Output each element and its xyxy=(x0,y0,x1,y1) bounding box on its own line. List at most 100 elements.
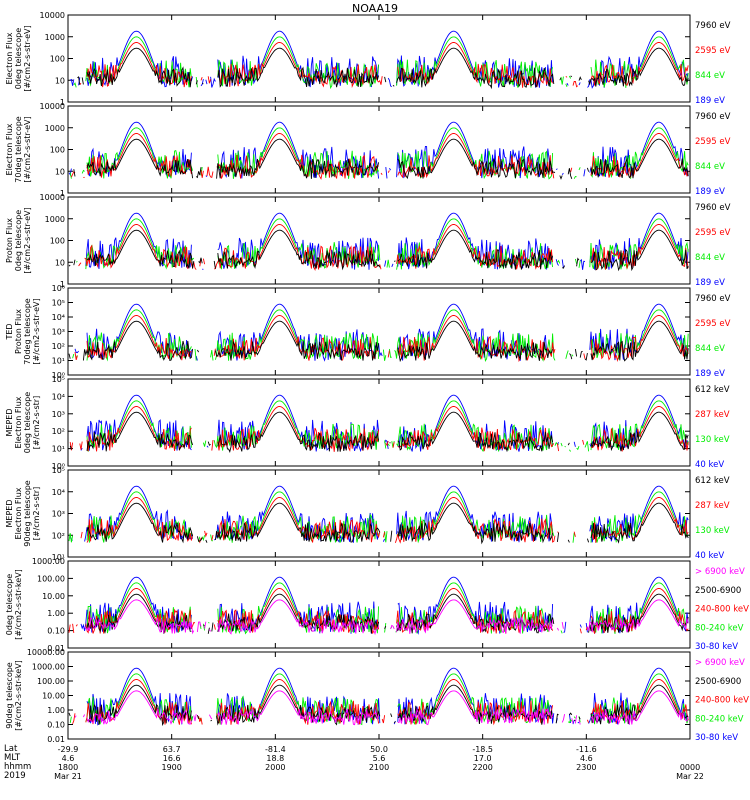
data-series-black xyxy=(214,502,381,543)
data-series-black xyxy=(86,47,192,88)
ytick-label: 10⁰ xyxy=(52,462,65,471)
footer-value: 2200 xyxy=(472,763,492,772)
legend-entry: 844 eV xyxy=(695,162,725,172)
data-series-black xyxy=(397,138,556,180)
data-series-red xyxy=(198,716,203,725)
legend-entry: 844 eV xyxy=(695,344,725,354)
y-axis-label: Electron Flux xyxy=(5,32,14,84)
footer-value: 4.6 xyxy=(580,754,593,763)
data-series-black xyxy=(390,530,393,542)
data-series-black xyxy=(205,539,208,543)
data-series-red xyxy=(72,623,75,633)
ytick-label: 10000 xyxy=(40,11,65,20)
data-series-black xyxy=(211,622,214,632)
data-series-red xyxy=(397,406,555,452)
data-series-black xyxy=(69,445,72,450)
data-series-green xyxy=(584,441,590,452)
data-series-green xyxy=(201,535,206,542)
data-series-black xyxy=(214,320,380,361)
data-series-blue xyxy=(205,175,208,177)
ytick-label: 1000 xyxy=(45,215,65,224)
y-axis-label: [#/cm2-s-str-eV] xyxy=(23,116,32,182)
y-axis-label: 0deg telescope xyxy=(14,210,23,271)
data-series-black xyxy=(573,719,576,722)
footer-value: -81.4 xyxy=(265,745,286,754)
data-series-black xyxy=(556,532,560,542)
data-series-magenta xyxy=(574,715,578,724)
y-axis-label: [#/cm2-s-str-keV] xyxy=(14,660,23,731)
data-series-black xyxy=(81,77,84,85)
ytick-label: 10¹ xyxy=(52,445,65,454)
footer-value: 18.8 xyxy=(266,754,284,763)
data-series-black xyxy=(384,626,387,629)
data-series-black xyxy=(217,229,381,271)
data-series-green xyxy=(590,127,689,179)
data-series-red xyxy=(565,76,568,78)
data-series-red xyxy=(72,713,76,725)
data-series-green xyxy=(194,348,197,361)
data-series-red xyxy=(590,497,689,543)
data-series-red xyxy=(586,719,590,723)
data-series-magenta xyxy=(397,690,554,726)
data-series-red xyxy=(68,624,71,633)
data-series-black xyxy=(217,47,380,88)
ytick-label: 1 xyxy=(60,98,65,107)
data-series-black xyxy=(213,260,216,269)
y-axis-label: Proton Flux xyxy=(5,218,14,263)
ytick-label: 1000.00 xyxy=(32,557,65,566)
data-series-red xyxy=(387,170,390,173)
data-series-red xyxy=(211,440,214,451)
data-series-magenta xyxy=(217,690,380,726)
data-series-green xyxy=(560,76,564,85)
ytick-label: 10⁴ xyxy=(52,488,65,497)
data-series-green xyxy=(382,349,387,361)
data-series-blue xyxy=(579,624,582,628)
data-series-blue xyxy=(572,720,575,725)
ytick-label: 1 xyxy=(60,189,65,198)
footer-lat-label: Lat xyxy=(4,744,18,754)
legend-entry: 844 eV xyxy=(695,253,725,263)
data-series-black xyxy=(86,138,194,179)
data-series-green xyxy=(85,36,192,88)
y-axis-label: 90deg telescope xyxy=(23,480,32,547)
data-series-magenta xyxy=(86,690,192,725)
y-axis-label: Proton Flux xyxy=(14,309,23,354)
data-series-black xyxy=(555,713,559,724)
data-series-green xyxy=(210,350,214,361)
y-axis-label: [#/cm2-s-str] xyxy=(32,487,41,540)
data-series-red xyxy=(213,348,216,356)
data-series-blue xyxy=(573,441,576,447)
ytick-label: 10² xyxy=(52,342,65,351)
data-series-green xyxy=(68,533,74,543)
data-series-green xyxy=(573,175,577,179)
data-series-green xyxy=(384,530,388,543)
data-series-red xyxy=(590,406,689,452)
ytick-label: 10⁵ xyxy=(52,466,65,475)
ytick-label: 1 xyxy=(60,280,65,289)
data-series-black xyxy=(588,47,689,87)
data-series-green xyxy=(86,127,194,179)
footer-value: Mar 22 xyxy=(676,772,704,781)
data-series-green xyxy=(216,673,380,726)
legend-entry: 189 eV xyxy=(695,96,725,106)
data-series-black xyxy=(574,349,578,357)
data-series-black xyxy=(207,441,211,446)
legend-entry: 2500-6900 xyxy=(695,677,741,687)
footer-hhmm-label: hhmm xyxy=(4,762,32,772)
legend-entry: 189 eV xyxy=(695,187,725,197)
footer-value: 1800 xyxy=(58,763,78,772)
data-series-green xyxy=(578,167,581,171)
data-series-blue xyxy=(555,168,558,171)
y-axis-label: 0deg telescope xyxy=(14,28,23,89)
data-series-green xyxy=(86,491,192,543)
data-series-green xyxy=(213,400,380,451)
ytick-label: 10000 xyxy=(40,102,65,111)
data-series-black xyxy=(77,76,81,85)
data-series-black xyxy=(196,536,203,542)
data-series-green xyxy=(557,259,561,264)
data-series-black xyxy=(397,229,554,270)
data-series-red xyxy=(204,530,208,538)
data-series-red xyxy=(78,262,82,267)
legend-entry: 240-800 keV xyxy=(695,696,749,706)
data-series-green xyxy=(85,218,195,270)
